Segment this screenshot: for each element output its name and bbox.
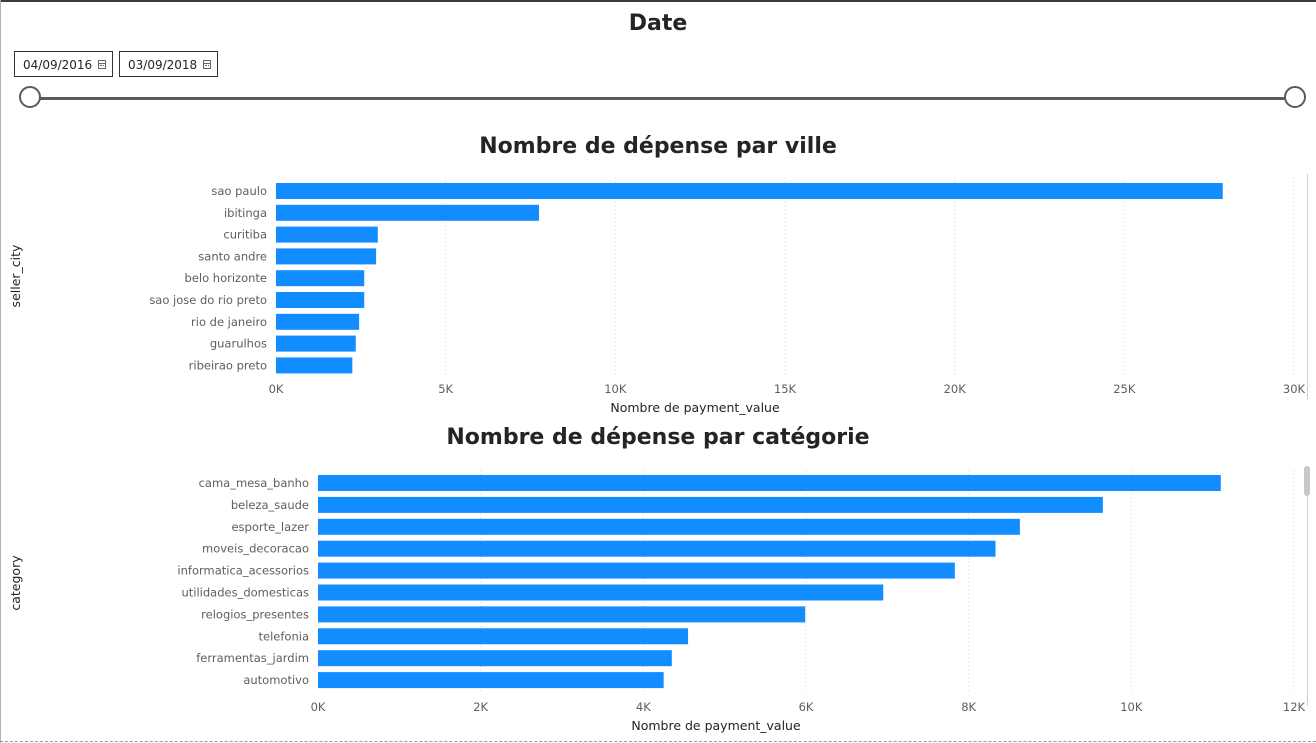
bar-utilidades-domesticas [318,584,884,601]
category-label: belo horizonte [185,271,267,285]
bar-automotivo [318,672,664,689]
category-label: cama_mesa_banho [199,476,309,490]
x-tick-label: 5K [438,382,453,396]
end-date-value: 03/09/2018 [128,58,198,72]
category-label: moveis_decoracao [202,542,309,556]
category-label: ribeirao preto [189,358,267,372]
start-date-input[interactable]: 04/09/2016 [14,51,113,77]
bar-rio-de-janeiro [276,313,360,330]
category-label: ibitinga [224,206,267,220]
category-chart-scrollbar-thumb[interactable] [1304,466,1310,496]
x-tick-label: 12K [1283,700,1306,714]
bar-santo-andre [276,248,377,265]
x-tick-label: 6K [799,700,814,714]
category-label: ferramentas_jardim [196,651,309,665]
x-tick-label: 0K [311,700,326,714]
date-slicer-title: Date [628,11,688,36]
x-axis-label: Nombre de payment_value [610,400,780,415]
bar-cama-mesa-banho [318,475,1221,491]
category-label: rio de janeiro [191,315,267,329]
bar-moveis-decoracao [318,540,996,557]
category-label: telefonia [259,629,309,643]
category-label: relogios_presentes [201,607,309,621]
category-label: curitiba [223,228,267,242]
start-date-value: 04/09/2016 [23,58,93,72]
date-range-slider-track[interactable] [30,97,1296,100]
city-chart-title: Nombre de dépense par ville [479,134,837,159]
window-left-border [0,0,1,743]
category-label: santo andre [198,249,267,263]
x-axis-label: Nombre de payment_value [631,718,801,733]
y-axis-label: seller_city [8,244,23,307]
x-tick-label: 10K [1120,700,1143,714]
x-tick-label: 8K [961,700,976,714]
date-range-end-handle[interactable] [1284,86,1306,108]
canvas-bottom-border [0,741,1316,742]
category-label: esporte_lazer [231,520,309,534]
category-bar-chart: cama_mesa_banho beleza_saude esporte_lazer… [8,470,1306,733]
bar-belo-horizonte [276,270,365,287]
category-label: utilidades_domesticas [181,586,309,600]
category-label: informatica_acessorios [177,564,309,578]
bar-esporte-lazer [318,518,1020,535]
category-label: beleza_saude [231,498,309,512]
x-tick-label: 30K [1283,382,1306,396]
x-tick-label: 2K [473,700,488,714]
category-label: sao jose do rio preto [149,293,267,307]
bar-beleza-saude [318,496,1103,513]
bar-ibitinga [276,204,539,221]
category-chart-title: Nombre de dépense par catégorie [446,425,870,450]
calendar-icon[interactable] [203,60,211,69]
category-label: sao paulo [211,184,267,198]
bar-telefonia [318,628,689,645]
bar-ferramentas-jardim [318,650,672,667]
x-tick-label: 15K [774,382,797,396]
bar-informatica-acessorios [318,562,955,579]
category-label: automotivo [243,673,309,687]
bar-relogios-presentes [318,606,806,623]
category-label: guarulhos [210,337,267,351]
x-tick-label: 10K [604,382,627,396]
bar-curitiba [276,226,378,243]
date-range-start-handle[interactable] [19,86,41,108]
x-tick-label: 25K [1113,382,1136,396]
window-top-border [0,0,1316,2]
category-chart-scrollbar-track[interactable] [1307,466,1308,706]
bar-sao-paulo [276,183,1223,199]
bar-guarulhos [276,335,356,352]
x-tick-label: 0K [269,382,284,396]
x-tick-label: 4K [636,700,651,714]
bar-ribeirao-preto [276,357,353,374]
y-axis-label: category [8,555,23,611]
calendar-icon[interactable] [98,60,106,69]
x-tick-label: 20K [944,382,967,396]
city-bar-chart: sao paulo ibitinga curitiba santo andre belo… [8,178,1306,415]
city-chart-scrollbar[interactable] [1307,174,1308,400]
bar-sao-jose-do-rio-preto [276,292,365,308]
end-date-input[interactable]: 03/09/2018 [119,51,218,77]
